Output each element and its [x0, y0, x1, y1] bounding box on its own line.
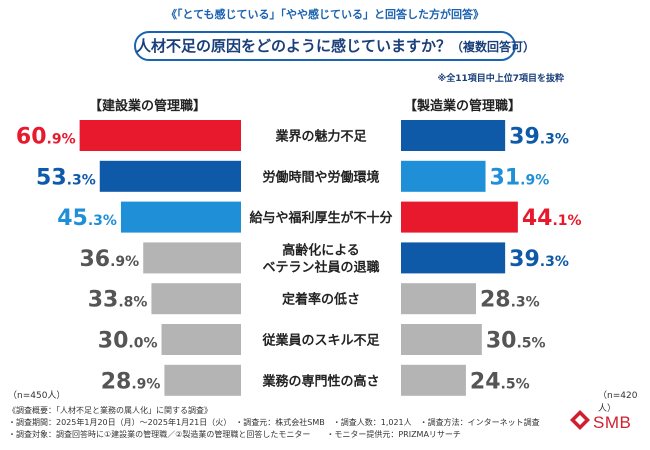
category-label-4: 高齢化によるベテラン社員の退職: [262, 242, 379, 275]
footer-line-3: ・調査対象：調査回答時に①建設業の管理職／②製造業の管理職と回答したモニター ・…: [8, 430, 461, 439]
smb-logo-icon: [570, 410, 590, 430]
category-label-1: 業界の魅力不足: [274, 129, 367, 145]
left-value-label-2: 53.3%: [36, 165, 96, 190]
left-bar-7: [164, 364, 241, 396]
category-label-7: 業務の専門性の高さ: [261, 373, 379, 389]
left-group-title: 【建設業の管理職】: [89, 99, 207, 114]
right-value-label-6: 30.5%: [486, 329, 546, 354]
question-sub: （複数回答可）: [451, 40, 536, 54]
left-value-label-3: 45.3%: [57, 206, 117, 231]
footer-line-1: 《調査概要：「人材不足と業務の属人化」に関する調査》: [8, 406, 212, 415]
right-bar-7: [401, 364, 466, 396]
category-label-6: 従業員のスキル不足: [261, 333, 380, 349]
right-bar-3: [401, 201, 518, 233]
category-label-3: 給与や福利厚生が不十分: [249, 210, 392, 226]
right-bar-1: [401, 120, 506, 151]
right-bar-6: [401, 324, 482, 355]
left-value-label-4: 36.9%: [79, 247, 139, 272]
smb-logo-text: SMB: [593, 413, 632, 432]
question-text: 人材不足の原因をどのように感じていますか？: [136, 37, 452, 55]
right-value-label-5: 28.3%: [480, 288, 540, 313]
category-label-5: 定着率の低さ: [281, 292, 360, 308]
right-value-label-1: 39.3%: [509, 125, 569, 150]
right-value-label-3: 44.1%: [522, 206, 582, 231]
left-value-label-6: 30.0%: [98, 329, 158, 354]
top-note: 《「とても感じている」「やや感じている」と回答した方が回答》: [165, 8, 485, 21]
left-value-label-7: 28.9%: [101, 369, 161, 394]
right-bar-2: [401, 160, 486, 192]
right-value-label-2: 31.9%: [490, 165, 550, 190]
right-bar-4: [401, 242, 506, 274]
right-group-title: 【製造業の管理職】: [404, 99, 522, 114]
survey-footer: 《調査概要：「人材不足と業務の属人化」に関する調査》 ・調査期間：2025年1月…: [8, 405, 540, 441]
right-value-label-4: 39.3%: [509, 247, 569, 272]
right-value-label-7: 24.5%: [470, 369, 530, 394]
question-box: 人材不足の原因をどのように感じていますか？（複数回答可）: [134, 31, 535, 61]
left-bar-1: [79, 120, 242, 151]
left-bar-2: [99, 160, 241, 192]
right-bar-5: [401, 283, 476, 315]
left-bar-6: [161, 324, 241, 355]
left-bar-3: [120, 201, 241, 233]
left-value-label-5: 33.8%: [88, 288, 148, 313]
footer-line-2: ・調査期間：2025年1月20日（月）～2025年1月21日（火） ・調査元：株…: [8, 418, 540, 427]
right-sample-size: （n=420人）: [598, 391, 638, 414]
scope-note: ※全11項目中上位7項目を抜粋: [437, 74, 564, 84]
left-sample-size: （n=450人）: [8, 391, 66, 401]
left-bar-5: [151, 283, 241, 315]
category-label-2: 労働時間や労働環境: [262, 169, 379, 185]
left-bar-4: [143, 242, 241, 274]
left-value-label-1: 60.9%: [16, 125, 76, 150]
